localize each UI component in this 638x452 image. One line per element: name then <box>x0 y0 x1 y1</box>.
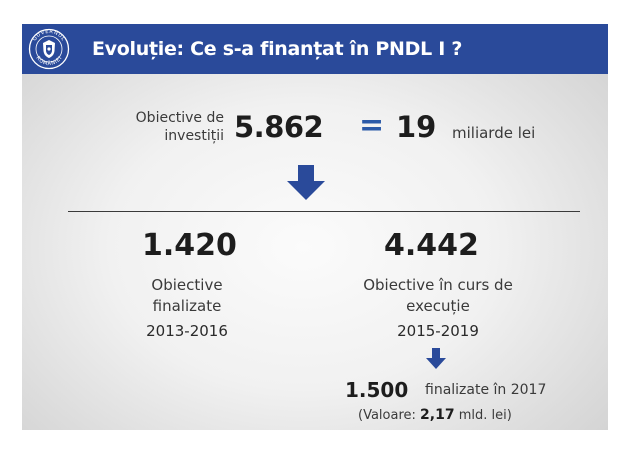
in-curs-label: Obiective în curs de execuție <box>363 276 513 315</box>
investitii-unit: miliarde lei <box>452 124 536 142</box>
page-title: Evoluție: Ce s-a finanțat în PNDL I ? <box>92 38 463 60</box>
government-seal-icon: GUVERNUL ROMÂNIEI <box>28 28 70 70</box>
value-prefix: (Valoare: <box>358 408 416 423</box>
finalizate-2017-label: finalizate în 2017 <box>425 382 547 398</box>
finalizate-2017-value: (Valoare: 2,17 mld. lei) <box>358 407 512 423</box>
slide: GUVERNUL ROMÂNIEI Evoluție: Ce s-a finan… <box>22 24 608 430</box>
investitii-count: 5.862 <box>234 110 324 144</box>
finalizate-2017-count: 1.500 <box>345 378 409 402</box>
finalizate-label: Obiective finalizate <box>151 276 223 315</box>
investitii-label: Obiective de investiții <box>135 110 224 144</box>
arrow-down-icon <box>426 348 446 369</box>
finalizate-count: 1.420 <box>142 228 237 263</box>
finalizate-period: 2013-2016 <box>146 322 228 340</box>
arrow-down-icon <box>287 165 325 200</box>
seal-text-bottom: ROMÂNIEI <box>34 55 63 67</box>
in-curs-period: 2015-2019 <box>397 322 479 340</box>
value-amount: 2,17 <box>420 407 455 423</box>
in-curs-count: 4.442 <box>384 228 479 263</box>
value-suffix: mld. lei) <box>458 408 512 423</box>
divider <box>68 211 580 212</box>
equals-sign: = <box>359 108 385 143</box>
header-bar: GUVERNUL ROMÂNIEI Evoluție: Ce s-a finan… <box>22 24 608 74</box>
svg-text:ROMÂNIEI: ROMÂNIEI <box>34 55 63 67</box>
investitii-amount: 19 <box>396 110 437 144</box>
